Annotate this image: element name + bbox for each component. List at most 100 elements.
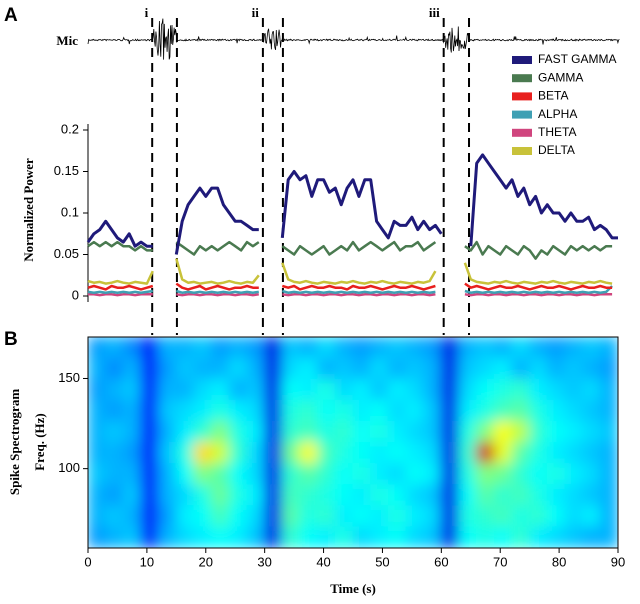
heatmap-cell <box>458 378 478 401</box>
heatmap-clip <box>88 337 618 548</box>
heatmap-cell <box>211 337 230 359</box>
heatmap-cell <box>599 337 618 359</box>
heatmap-cell <box>476 420 495 443</box>
heatmap-cell <box>334 505 354 528</box>
heatmap-cell <box>317 357 336 380</box>
heatmap-cell <box>246 399 266 422</box>
series-line <box>87 285 613 294</box>
heatmap-cell <box>281 484 301 507</box>
heatmap-cell <box>352 420 372 443</box>
heatmap-cell <box>476 337 495 359</box>
heatmap-cell <box>211 399 230 422</box>
heatmap-cell <box>564 484 584 507</box>
heatmap-cell <box>299 420 319 443</box>
heatmap-cell <box>140 399 160 422</box>
heatmap-cell <box>370 399 389 422</box>
heatmap-cell <box>423 484 442 507</box>
heatmap-cell <box>228 484 248 507</box>
heatmap-cell <box>582 399 601 422</box>
heatmap-cell <box>122 420 142 443</box>
heatmap-cell <box>246 505 266 528</box>
heatmap-cell <box>352 505 372 528</box>
heatmap-cell <box>476 526 495 548</box>
heatmap-cell <box>370 357 389 380</box>
heatmap-cell <box>264 526 283 548</box>
heatmap-cell <box>264 378 283 401</box>
heatmap-cell <box>158 505 177 528</box>
heatmap-cell <box>228 505 248 528</box>
heatmap-cell <box>511 484 531 507</box>
heatmap-cell <box>105 337 124 359</box>
heatmap-cell <box>211 442 230 465</box>
heatmap-cell <box>582 442 601 465</box>
series-line <box>87 282 613 291</box>
heatmap-cell <box>299 337 319 359</box>
heatmap-cell <box>511 463 531 486</box>
heatmap-cell <box>211 526 230 548</box>
heatmap-cell <box>440 484 460 507</box>
heatmap-cell <box>105 505 124 528</box>
heatmap-cell <box>405 505 425 528</box>
heatmap-cell <box>158 526 177 548</box>
heatmap-cell <box>582 463 601 486</box>
heatmap-cell <box>211 463 230 486</box>
y-axis-label: Normalized Power <box>21 158 36 262</box>
heatmap-cell <box>281 357 301 380</box>
heatmap-cell <box>158 463 177 486</box>
heatmap-cell <box>228 337 248 359</box>
heatmap-cell <box>476 505 495 528</box>
x-tick-label: 0 <box>84 554 91 569</box>
heatmap-cell <box>299 505 319 528</box>
heatmap-cell <box>140 526 160 548</box>
heatmap-cell <box>352 484 372 507</box>
x-tick-label: 10 <box>140 554 154 569</box>
heatmap-cell <box>175 357 195 380</box>
heatmap-cell <box>440 420 460 443</box>
heatmap-cell <box>211 357 230 380</box>
heatmap-cell <box>158 399 177 422</box>
series-line <box>87 258 613 285</box>
y-tick-label: 100 <box>58 460 80 475</box>
heatmap-cell <box>264 357 283 380</box>
heatmap-cell <box>281 526 301 548</box>
heatmap-cell <box>529 399 548 422</box>
event-label: i <box>145 5 149 20</box>
heatmap-cell <box>140 463 160 486</box>
heatmap-cell <box>158 357 177 380</box>
heatmap-cell <box>511 378 531 401</box>
heatmap-cell <box>299 463 319 486</box>
heatmap-cell <box>582 484 601 507</box>
heatmap-cell <box>458 420 478 443</box>
heatmap-cell <box>175 399 195 422</box>
heatmap-cell <box>158 378 177 401</box>
heatmap-cell <box>334 337 354 359</box>
heatmap-cell <box>440 526 460 548</box>
heatmap-cell <box>440 505 460 528</box>
heatmap-cell <box>140 420 160 443</box>
x-tick-label: 60 <box>434 554 448 569</box>
heatmap-cell <box>405 442 425 465</box>
heatmap-cell <box>88 484 107 507</box>
heatmap-cell <box>493 484 513 507</box>
heatmap-cell <box>317 463 336 486</box>
panel-label: B <box>4 329 18 350</box>
heatmap-cell <box>299 484 319 507</box>
heatmap-cell <box>370 442 389 465</box>
heatmap-cell <box>493 357 513 380</box>
heatmap-cell <box>546 399 566 422</box>
heatmap-cell <box>546 505 566 528</box>
heatmap-cell <box>423 357 442 380</box>
heatmap-cell <box>458 505 478 528</box>
heatmap-cell <box>546 420 566 443</box>
heatmap-cell <box>529 463 548 486</box>
heatmap-cell <box>529 442 548 465</box>
heatmap-cell <box>370 526 389 548</box>
legend-swatch <box>512 110 532 119</box>
heatmap-cell <box>582 505 601 528</box>
x-axis-label: Time (s) <box>330 581 376 596</box>
heatmap-cell <box>317 484 336 507</box>
heatmap-cell <box>193 399 213 422</box>
heatmap-cell <box>405 420 425 443</box>
heatmap-cell <box>88 463 107 486</box>
legend-swatch <box>512 147 532 155</box>
